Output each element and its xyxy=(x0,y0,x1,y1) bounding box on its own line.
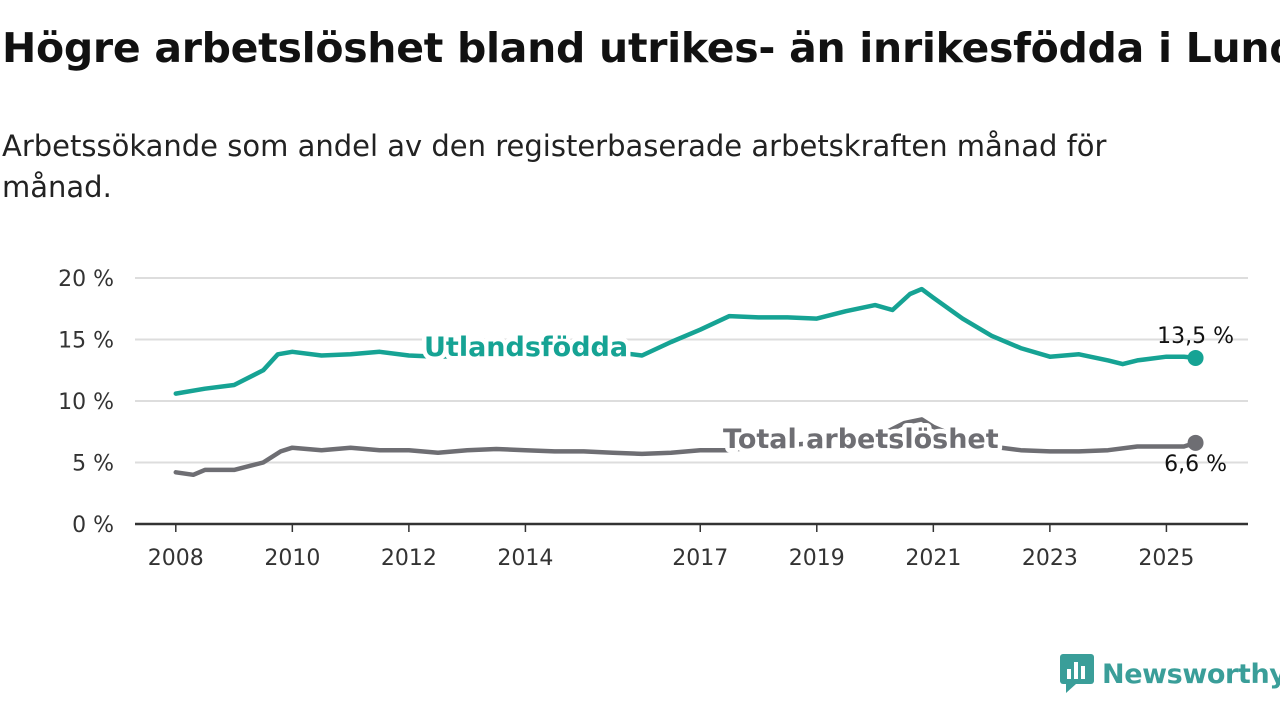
gridlines xyxy=(135,277,1248,464)
x-tick-label: 2014 xyxy=(497,546,553,571)
y-tick-label: 15 % xyxy=(58,329,114,354)
x-tick-label: 2012 xyxy=(381,546,437,571)
series xyxy=(173,286,1204,478)
newsworthy-icon xyxy=(1060,654,1094,693)
axes: 0 % 5 % 10 % 15 % 20 % 2008 2010 2012 2014 2017 20… xyxy=(58,267,1248,571)
newsworthy-logo: Newsworthy xyxy=(1060,654,1280,694)
x-tick-label: 2019 xyxy=(789,546,845,571)
x-tick-label: 2021 xyxy=(905,546,961,571)
x-tick-label: 2010 xyxy=(264,546,320,571)
x-tick-label: 2025 xyxy=(1138,546,1194,571)
series-line-utlandsfodda xyxy=(173,286,1198,396)
y-tick-label: 0 % xyxy=(72,513,114,538)
x-tick-label: 2017 xyxy=(672,546,728,571)
labels: 13,5 % 6,6 % Utlandsfödda Total arbetslöshe… xyxy=(420,324,1235,477)
series-label-utlandsfodda: Utlandsfödda xyxy=(424,332,628,363)
endpoint-marker-utlandsfodda xyxy=(1187,349,1204,366)
series-label-total: Total arbetslöshet xyxy=(723,424,999,455)
y-tick-label: 5 % xyxy=(72,452,114,477)
brand-name: Newsworthy xyxy=(1102,658,1280,690)
y-tick-label: 10 % xyxy=(58,390,114,415)
endpoint-marker-total xyxy=(1187,434,1204,451)
end-label-utlandsfodda: 13,5 % xyxy=(1157,324,1234,349)
series-line-total xyxy=(173,417,1198,478)
end-label-total: 6,6 % xyxy=(1164,452,1227,477)
y-tick-label: 20 % xyxy=(58,267,114,292)
x-tick-label: 2023 xyxy=(1022,546,1078,571)
chart-subtitle: Arbetssökande som andel av den registerb… xyxy=(2,129,1107,204)
chart-title: Högre arbetslöshet bland utrikes- än inr… xyxy=(2,24,1280,72)
x-tick-label: 2008 xyxy=(148,546,204,571)
